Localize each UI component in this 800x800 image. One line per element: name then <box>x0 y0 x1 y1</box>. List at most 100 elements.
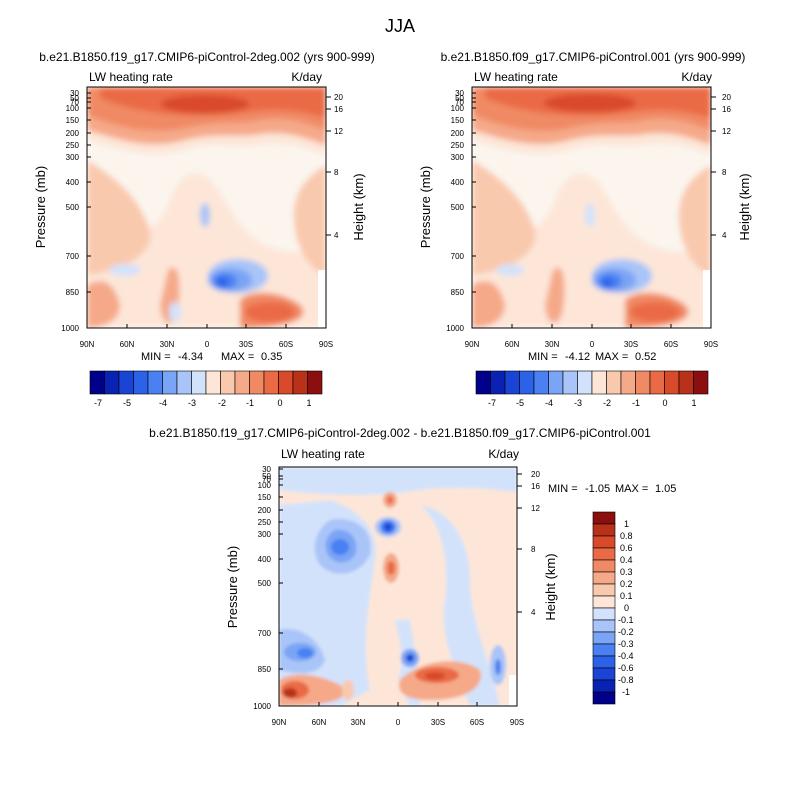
y-tick-label: 100 <box>66 104 80 113</box>
colorbar-box <box>191 370 207 395</box>
stats-line: MIN = -1.05 MAX = 1.05 <box>548 483 676 495</box>
x-tick-label: 60N <box>120 340 135 349</box>
y-tick-label: 850 <box>66 288 80 297</box>
y-tick-label: 850 <box>258 665 272 674</box>
colorbar-box <box>592 643 616 657</box>
colorbar-box <box>307 370 323 395</box>
colorbar-label: -3 <box>574 398 582 408</box>
colorbar-label: -4 <box>159 398 167 408</box>
y-tick-label: 500 <box>451 203 465 212</box>
colorbar-box <box>220 370 236 395</box>
colorbar-top-right: -7 -5 -4 -3 -2 -1 0 1 <box>475 370 709 408</box>
units-label: K/day <box>488 447 519 461</box>
colorbar-box <box>592 619 616 633</box>
colorbar-top-left: -7 -5 -4 -3 -2 -1 0 1 <box>89 370 323 408</box>
colorbar-box <box>504 370 520 395</box>
colorbar-box <box>664 370 680 395</box>
colorbar-box <box>592 655 616 669</box>
colorbar-box <box>592 547 616 561</box>
y-tick-label: 150 <box>66 116 80 125</box>
colorbar-label: -0.3 <box>618 639 634 649</box>
y2-tick-label: 16 <box>722 105 731 114</box>
y-tick-label: 500 <box>66 203 80 212</box>
colorbar-label: -0.2 <box>618 627 634 637</box>
colorbar-box <box>533 370 549 395</box>
y-tick-label: 300 <box>66 153 80 162</box>
y2-tick-label: 12 <box>722 127 731 136</box>
x-tick-label: 60N <box>505 340 520 349</box>
y2-tick-label: 4 <box>722 231 727 240</box>
y-tick-label: 30 <box>262 465 271 474</box>
y-axis-title: Pressure (mb) <box>33 166 48 248</box>
y2-tick-label: 8 <box>722 168 727 177</box>
y-axis-title: Pressure (mb) <box>225 546 240 628</box>
colorbar-box <box>176 370 192 395</box>
y-tick-label: 50 <box>262 472 271 481</box>
colorbar-box <box>519 370 535 395</box>
y-tick-label: 400 <box>66 178 80 187</box>
y-tick-label: 400 <box>258 555 272 564</box>
y-tick-label: 30 <box>70 89 79 98</box>
x-tick-label: 60S <box>664 340 678 349</box>
x-tick-label: 30S <box>239 340 253 349</box>
y2-axis-title: Height (km) <box>543 553 558 620</box>
x-tick-label: 90S <box>510 718 524 727</box>
colorbar-label: 0.3 <box>620 567 633 577</box>
y2-tick-label: 20 <box>334 93 343 102</box>
colorbar-box <box>592 631 616 645</box>
x-ticks: 90N 60N 30N 0 30S 60S 90S <box>272 702 524 727</box>
colorbar-box <box>592 691 616 705</box>
x-tick-label: 90N <box>80 340 95 349</box>
max-label: MAX = <box>595 351 628 363</box>
y2-tick-label: 12 <box>334 127 343 136</box>
colorbar-box <box>620 370 636 395</box>
colorbar-label: -1 <box>632 398 640 408</box>
min-label: MIN = <box>141 351 171 363</box>
y2-tick-label: 8 <box>334 168 339 177</box>
colorbar-box <box>649 370 665 395</box>
y2-tick-label: 20 <box>722 93 731 102</box>
y2-tick-label: 16 <box>334 105 343 114</box>
colorbar-label: -5 <box>123 398 131 408</box>
field-label: LW heating rate <box>89 70 173 84</box>
y-tick-label: 50 <box>455 94 464 103</box>
colorbar-box <box>548 370 564 395</box>
panel-title: b.e21.B1850.f19_g17.CMIP6-piControl-2deg… <box>149 426 651 440</box>
y2-tick-label: 8 <box>531 545 536 554</box>
x-tick-label: 90N <box>272 718 287 727</box>
colorbar-box <box>278 370 294 395</box>
colorbar-label: -3 <box>188 398 196 408</box>
x-tick-label: 30N <box>160 340 175 349</box>
x-tick-label: 0 <box>205 340 210 349</box>
colorbar-label: 0 <box>277 398 282 408</box>
y-tick-label: 300 <box>451 153 465 162</box>
colorbar-label: 0 <box>624 603 629 613</box>
y-tick-label: 700 <box>66 252 80 261</box>
colorbar-box <box>592 535 616 549</box>
x-tick-label: 30S <box>431 718 445 727</box>
x-ticks: 90N 60N 30N 0 30S 60S 90S <box>80 324 333 349</box>
y-axis-title: Pressure (mb) <box>418 166 433 248</box>
colorbar-label: -0.4 <box>618 651 634 661</box>
colorbar-label: 0.1 <box>620 591 633 601</box>
colorbar-difference: 1 0.8 0.6 0.4 0.3 0.2 0.1 0 -0.1 -0.2 -0… <box>592 511 634 705</box>
colorbar-box <box>693 370 709 395</box>
x-tick-label: 90S <box>319 340 333 349</box>
field-label: LW heating rate <box>281 447 365 461</box>
y2-ticks: 20 16 12 8 4 <box>517 470 540 617</box>
colorbar-box <box>635 370 651 395</box>
field-label: LW heating rate <box>474 70 558 84</box>
max-label: MAX = <box>615 483 648 495</box>
x-ticks: 90N 60N 30N 0 30S 60S 90S <box>465 324 718 349</box>
y-tick-label: 30 <box>455 89 464 98</box>
y2-tick-label: 4 <box>531 608 536 617</box>
colorbar-label: -5 <box>516 398 524 408</box>
panel-difference: b.e21.B1850.f19_g17.CMIP6-piControl-2deg… <box>149 426 676 727</box>
y-tick-label: 700 <box>258 629 272 638</box>
y-ticks: 30 50 70 100 150 200 250 300 400 500 700… <box>446 89 476 333</box>
figure-title: JJA <box>385 16 415 36</box>
x-tick-label: 60N <box>312 718 327 727</box>
x-tick-label: 30N <box>351 718 366 727</box>
colorbar-label: 1 <box>306 398 311 408</box>
